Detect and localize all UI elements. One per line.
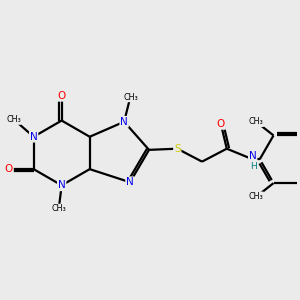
Text: CH₃: CH₃	[51, 204, 66, 213]
Text: H: H	[250, 162, 257, 171]
Text: CH₃: CH₃	[123, 92, 138, 101]
Text: CH₃: CH₃	[248, 192, 263, 201]
Text: N: N	[58, 180, 65, 190]
Text: N: N	[249, 151, 256, 161]
Text: O: O	[217, 119, 225, 129]
Text: O: O	[5, 164, 13, 174]
Text: O: O	[58, 91, 66, 101]
Text: N: N	[120, 117, 128, 127]
Text: S: S	[174, 144, 181, 154]
Text: CH₃: CH₃	[6, 115, 21, 124]
Text: N: N	[126, 177, 134, 187]
Text: CH₃: CH₃	[248, 117, 263, 126]
Text: N: N	[30, 132, 38, 142]
